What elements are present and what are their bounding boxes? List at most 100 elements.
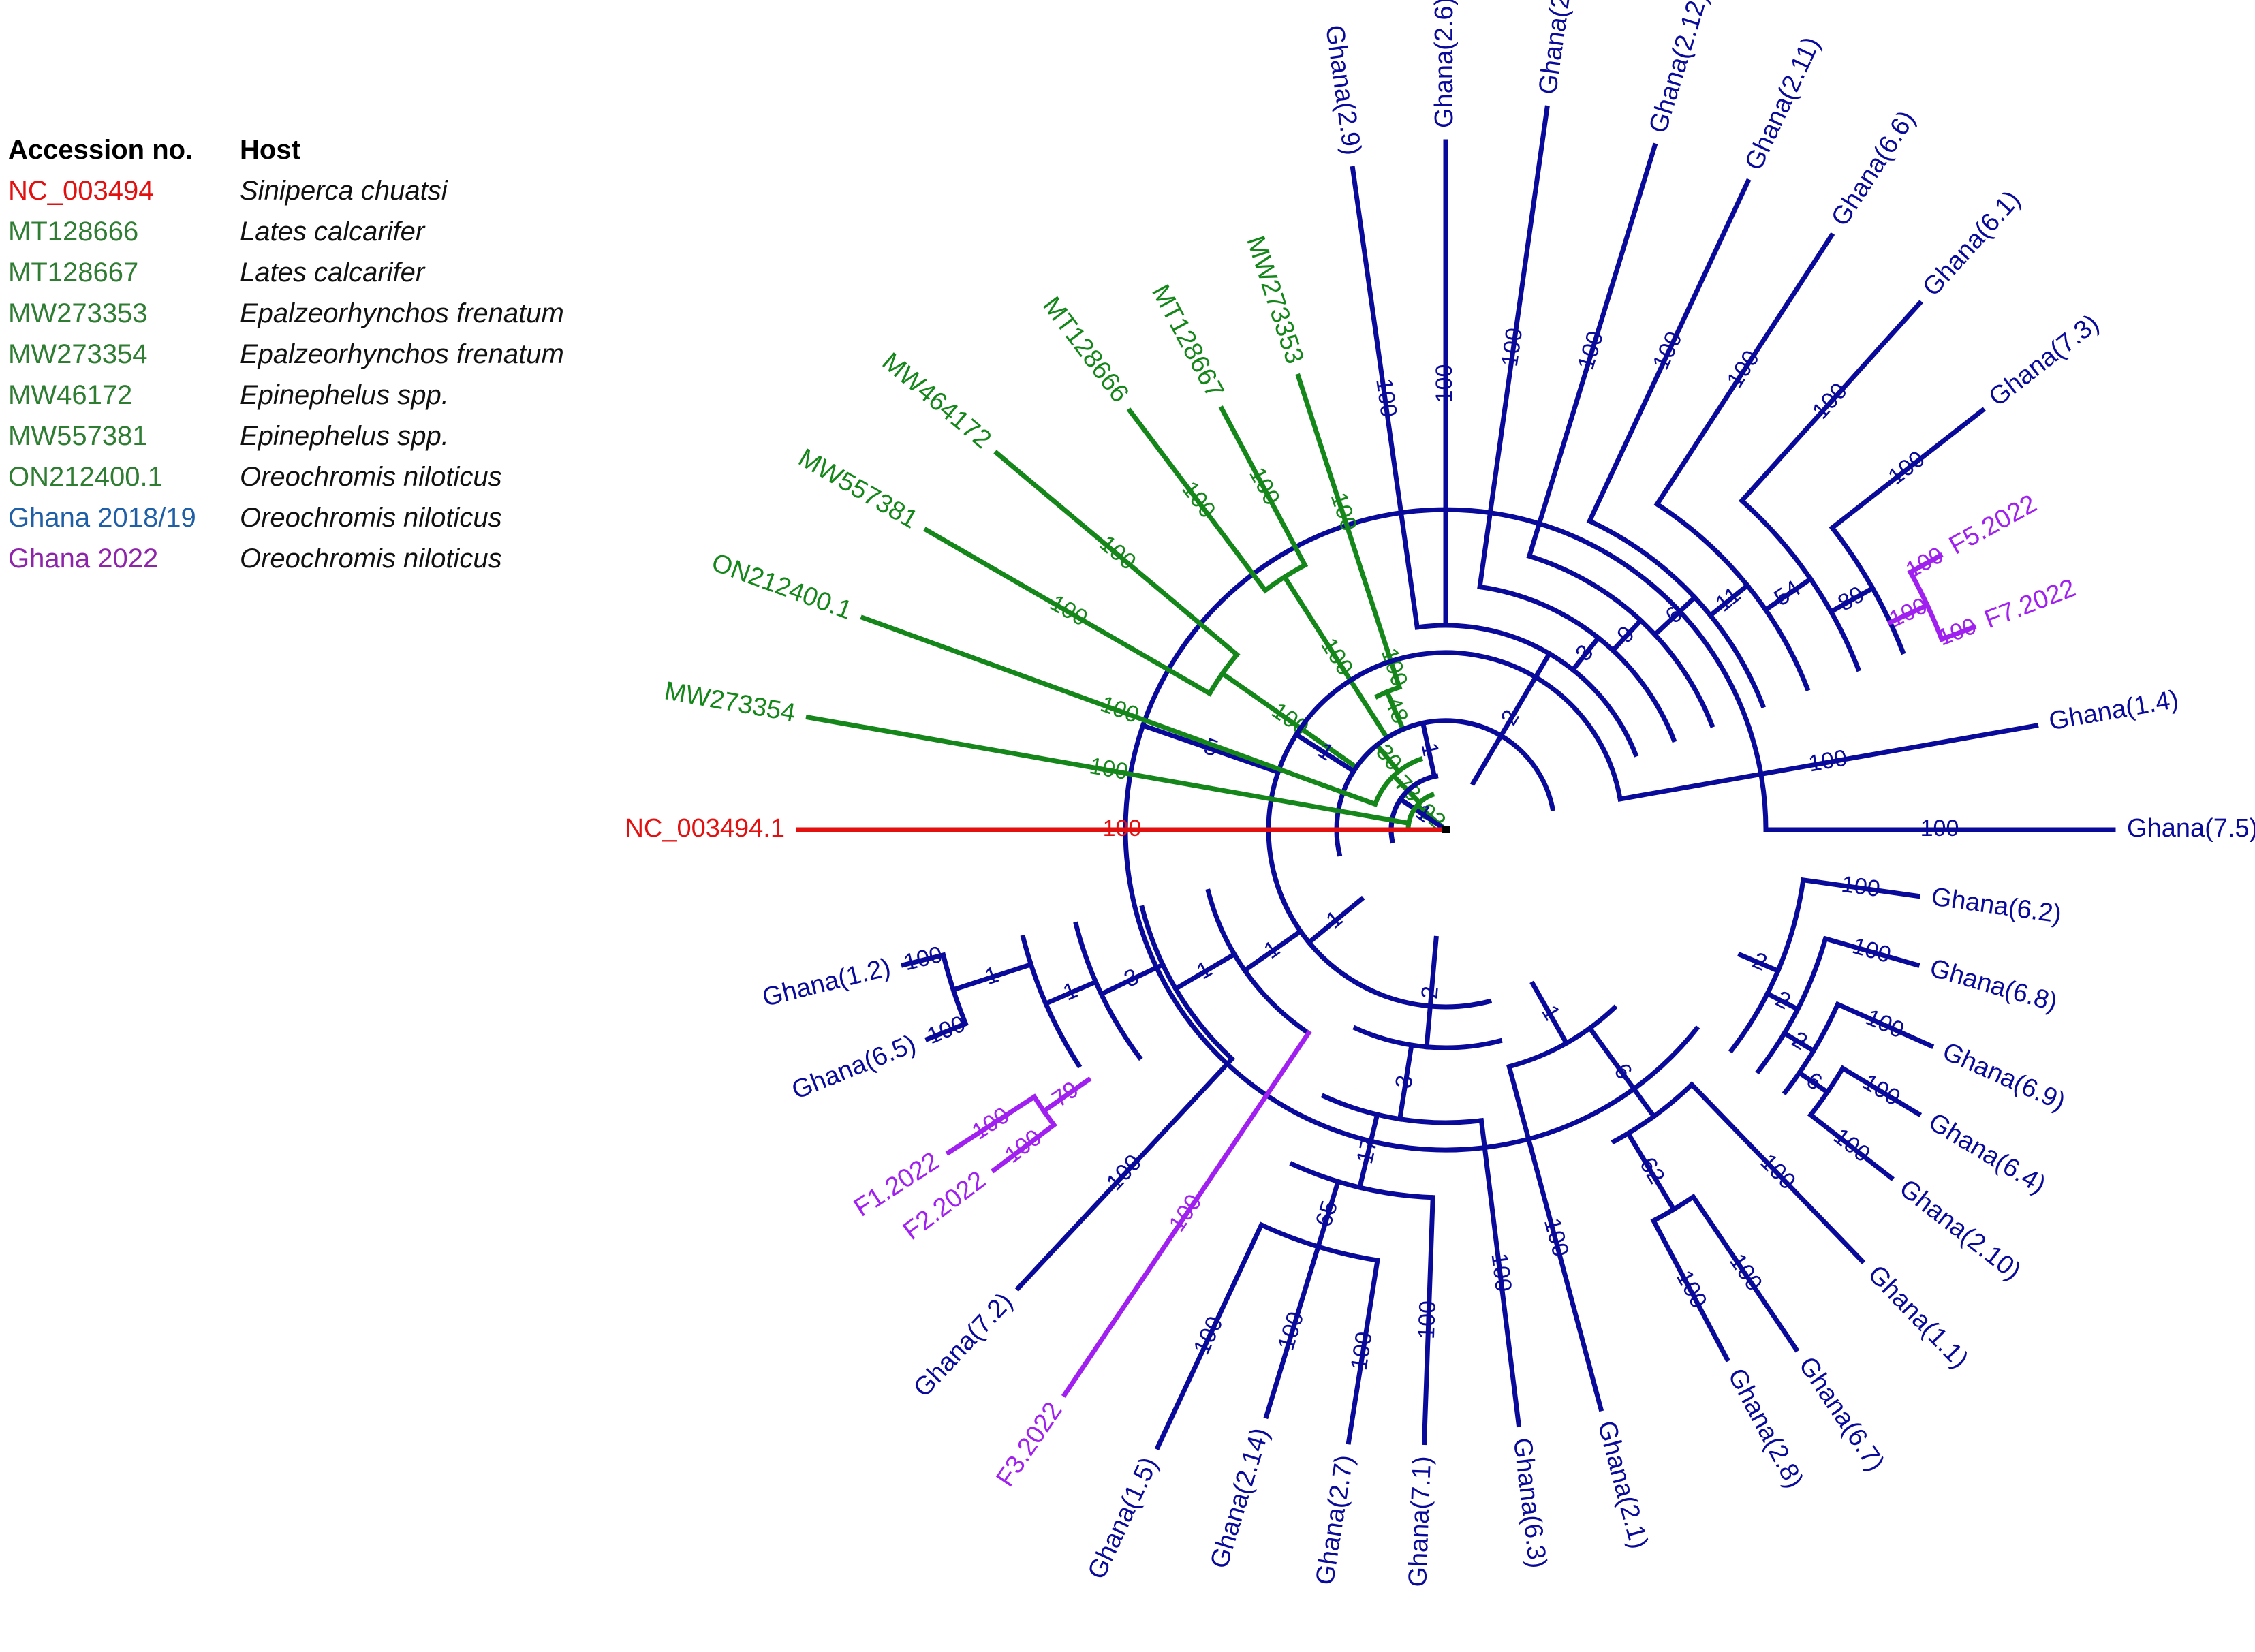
tree-internal-branch [1098,961,1166,997]
taxon-label: Ghana(6.5) [788,1029,920,1105]
tree-connector-arc [1588,518,1767,709]
tree-connector-arc [1289,1161,1433,1200]
tree-connector-arc [1416,623,1639,758]
tree-connector-arc [1611,1082,1694,1145]
tree-leaf-branch [1263,1243,1322,1420]
legend-row: MT128667 Lates calcarifer [8,252,621,293]
tree-internal-branch [1737,952,1782,974]
tree-leaf-branch [1839,1065,1923,1118]
legend-row: ON212400.1 Oreochromis niloticus [8,456,621,497]
legend-header: Accession no. Host [8,129,621,170]
legend-host: Epalzeorhynchos frenatum [240,339,564,369]
taxon-label: Ghana(2.7) [1311,1453,1360,1587]
tree-internal-branch [1219,670,1360,771]
tree-connector-arc [1334,718,1556,857]
tree-leaf-branch [1907,552,1944,576]
branch-support-label: 100 [1539,1215,1574,1260]
branch-support-label: 100 [1807,745,1849,777]
tree-leaf-branch [1526,142,1658,559]
tree-internal-branch [1651,594,1698,638]
tree-leaf-branch [1477,105,1550,590]
legend-accession: MT128666 [8,217,139,247]
tree-leaf-branch [1350,166,1420,630]
branch-support-label: 100 [1326,490,1363,535]
branch-support-label: 100 [901,941,945,976]
taxon-label: Ghana(7.5) [2127,814,2255,843]
taxon-label: MT128666 [1037,292,1134,407]
tree-internal-branch [1384,688,1407,733]
tree-internal-branch [1827,585,1876,615]
root-marker [1442,826,1450,833]
tree-leaf-branch [1421,1195,1435,1446]
taxon-label: MW557381 [794,443,922,535]
tree-leaf-branch [1822,935,1920,968]
tree-internal-branch [1042,978,1100,1007]
tree-internal-branch [1781,1029,1817,1055]
tree-internal-branch [1586,1025,1658,1120]
tree-connector-arc [1782,1003,1840,1096]
tree-connector-arc [1652,1194,1695,1223]
legend-host: Lates calcarifer [240,217,425,247]
tree-internal-branch [1609,617,1645,654]
tree-internal-branch [1241,928,1304,974]
tree-internal-branch [1384,645,1403,691]
legend-host: Siniperca chuatsi [240,176,448,206]
branch-support-label: 100 [1497,326,1528,368]
taxon-label: Ghana(2.10) [1894,1174,2026,1285]
tree-internal-branch [1624,1129,1677,1213]
tree-connector-arc [1740,499,1862,672]
internal-support-label: 65 [1311,1198,1343,1230]
internal-support-label: 2 [1495,705,1524,730]
legend-row: MW273354 Epalzeorhynchos frenatum [8,334,621,375]
branch-support-label: 100 [1671,1266,1712,1313]
taxon-label: Ghana(6.4) [1924,1108,2051,1200]
taxon-label: Ghana(2.8) [1722,1364,1809,1493]
taxon-label: Ghana(2.12) [1644,0,1714,136]
legend-accession: MW557381 [8,421,148,451]
tree-connector-arc [1755,937,1828,1075]
legend-accession: ON212400.1 [8,462,163,492]
branch-support-label: 100 [1920,815,1959,841]
internal-support-label: 100 [1316,634,1358,680]
taxon-label: ON212400.1 [708,548,856,625]
legend-row: MW46172 Epinephelus spp. [8,375,621,416]
branch-support-label: 100 [1859,1069,1905,1111]
tree-leaf-branch [1938,624,1977,643]
legend-accession: MW273354 [8,339,148,369]
tree-connector-arc [1032,1095,1056,1127]
tree-leaf-branch [1738,300,1923,504]
internal-support-label: 48 [1380,693,1414,727]
tree-connector-arc [1139,905,1234,1061]
legend-accession: MW273353 [8,298,148,328]
taxon-label: Ghana(6.2) [1929,882,2063,929]
tree-leaf-branch [1346,1258,1380,1445]
tree-leaf-branch [1218,405,1309,569]
legend-accession: MT128667 [8,258,139,287]
tree-leaf-branch [1653,232,1835,508]
tree-leaf-branch [1586,178,1752,525]
internal-support-label: 1 [1192,956,1217,984]
taxon-label: Ghana(1.1) [1863,1260,1974,1373]
tree-leaf-branch [1688,1081,1866,1264]
legend-accession: NC_003494 [8,176,154,206]
tree-connector-arc [1020,934,1083,1069]
branch-support-label: 100 [1188,1313,1228,1358]
tree-leaf-branch [1014,1055,1236,1292]
tree-leaf-branch [1061,1029,1312,1398]
internal-support-label: 3 [1390,1074,1418,1091]
taxon-label: Ghana(6.3) [1508,1437,1552,1570]
tree-connector-arc [1508,1004,1618,1070]
legend-host: Lates calcarifer [240,258,425,287]
taxon-label: NC_003494.1 [625,814,785,843]
branch-support-label: 100 [1046,590,1092,632]
taxon-label: F5.2022 [1944,489,2041,560]
internal-support-label: 100 [1376,645,1413,690]
tree-connector-arc [1528,554,1715,728]
internal-support-label: 62 [1634,1153,1670,1188]
tree-leaf-branch [945,1093,1038,1156]
branch-support-label: 100 [1647,328,1687,373]
tree-connector-arc [1352,1025,1503,1050]
internal-support-label: 2 [1788,1027,1812,1055]
branch-support-label: 100 [1097,691,1142,728]
